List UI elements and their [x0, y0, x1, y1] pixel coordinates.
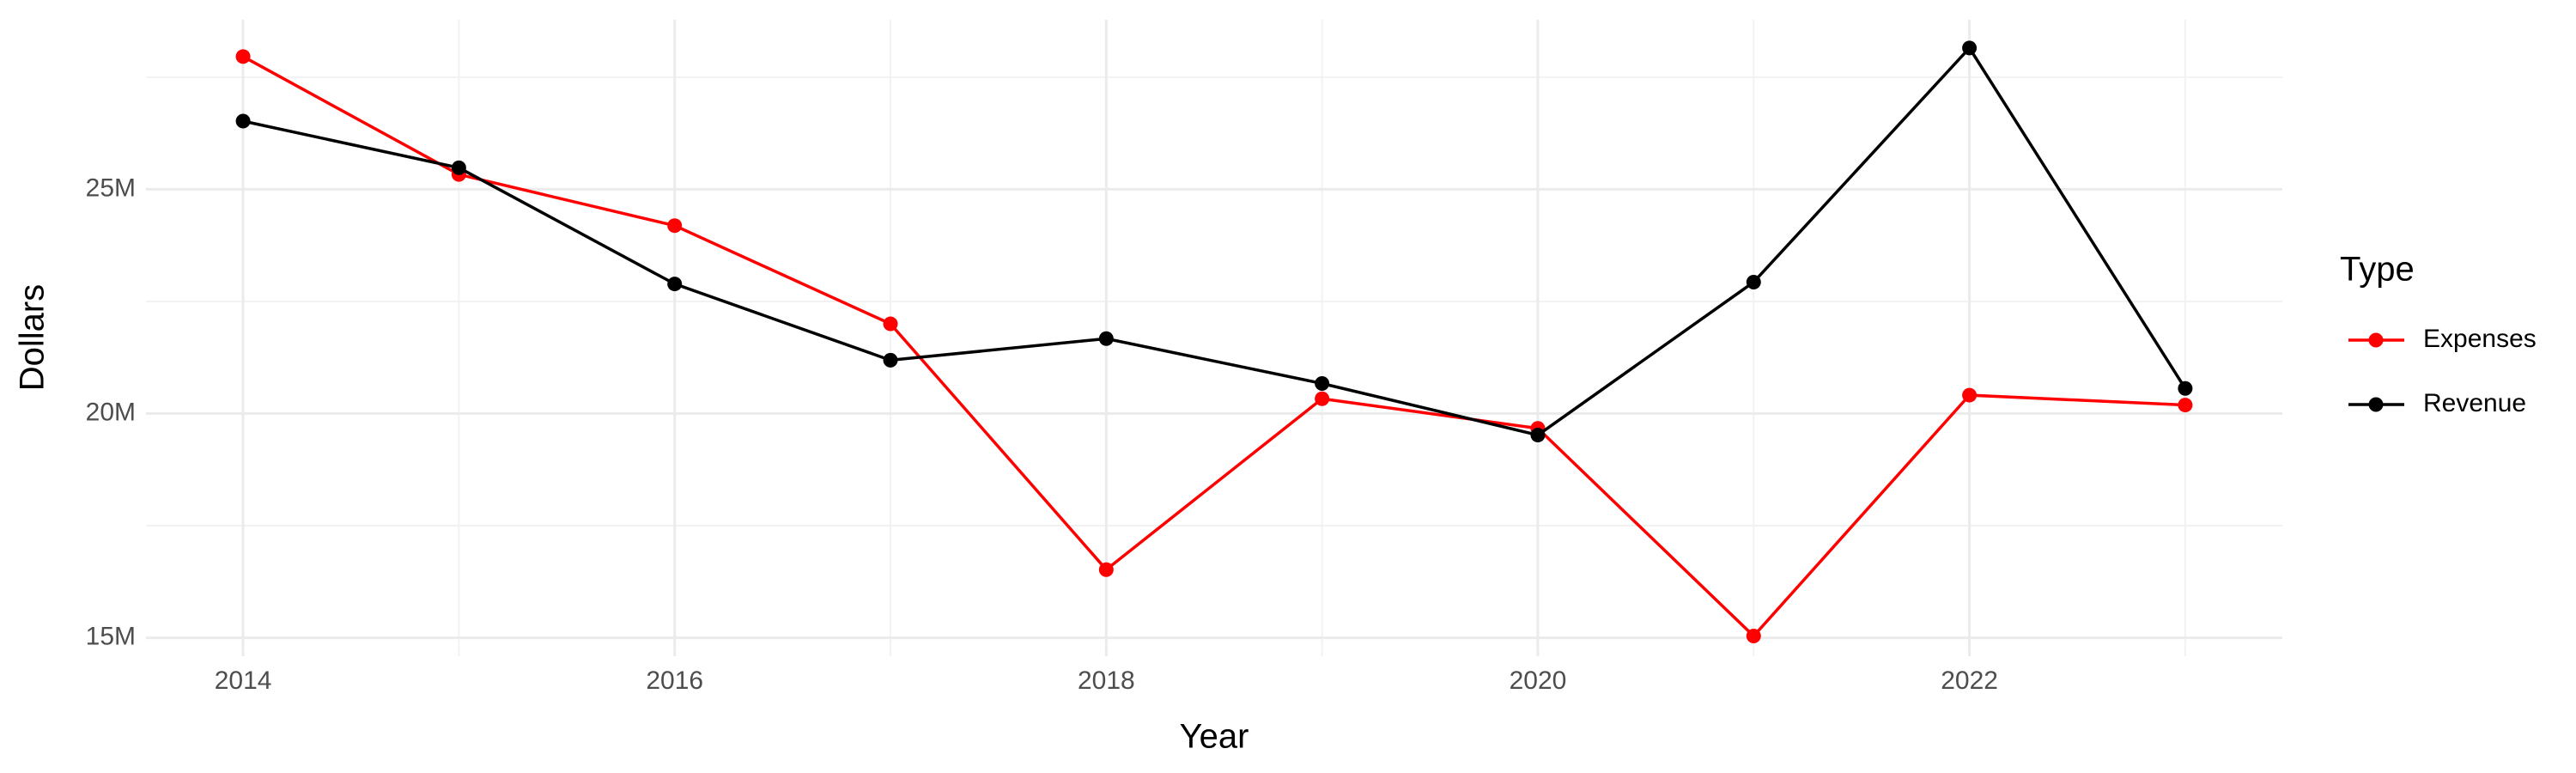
data-point: [1315, 376, 1330, 392]
data-point: [883, 352, 898, 368]
data-point: [235, 113, 251, 129]
legend-label: Expenses: [2423, 325, 2537, 353]
data-point: [1098, 562, 1114, 577]
legend-marker: [2368, 332, 2384, 348]
y-axis-title: Dollars: [14, 284, 52, 391]
x-tick-label: 2014: [215, 666, 272, 695]
y-tick-label: 15M: [86, 623, 136, 651]
grid: [146, 20, 2282, 656]
x-tick-label: 2016: [646, 666, 703, 695]
y-tick-label: 25M: [86, 173, 136, 202]
legend-marker: [2368, 397, 2384, 412]
data-point: [1962, 387, 1978, 403]
x-tick-label: 2022: [1941, 666, 1998, 695]
legend-title: Type: [2340, 251, 2415, 289]
legend-label: Revenue: [2423, 389, 2526, 417]
series-line: [242, 46, 2187, 437]
data-point: [1962, 40, 1978, 56]
data-point: [1530, 428, 1546, 443]
x-tick-label: 2018: [1078, 666, 1135, 695]
data-point: [2178, 380, 2193, 396]
data-point: [1315, 391, 1330, 406]
data-point: [883, 316, 898, 332]
series-line: [242, 55, 2185, 639]
data-point: [667, 218, 683, 234]
data-point: [667, 277, 683, 292]
data-point: [1746, 274, 1761, 289]
data-point: [451, 160, 466, 175]
data-point: [1098, 331, 1114, 346]
data-point: [1746, 629, 1761, 644]
data-point: [2178, 398, 2193, 413]
x-axis-title: Year: [1180, 718, 1249, 756]
y-tick-label: 20M: [86, 398, 136, 426]
data-point: [235, 49, 251, 64]
x-tick-label: 2020: [1510, 666, 1567, 695]
